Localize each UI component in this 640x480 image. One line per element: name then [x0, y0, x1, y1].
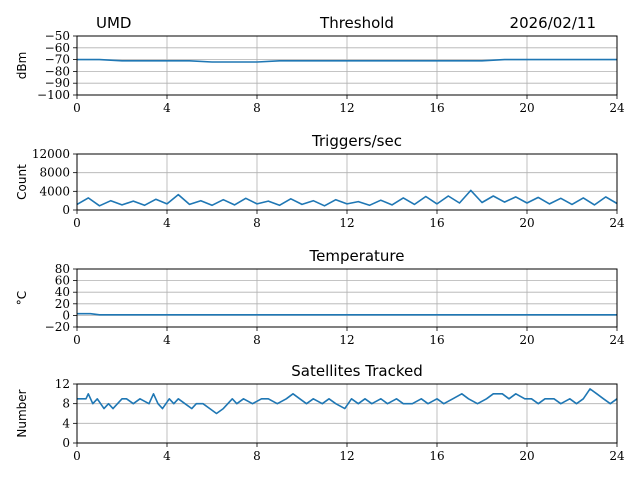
- header-site-label: UMD: [96, 14, 131, 32]
- chart-title: Satellites Tracked: [291, 362, 422, 380]
- y-tick-label: 12: [55, 377, 70, 391]
- series-line-threshold: [77, 58, 617, 63]
- x-tick-label: 4: [163, 216, 171, 230]
- x-tick-label: 0: [73, 216, 81, 230]
- y-tick-label: −90: [45, 76, 70, 90]
- y-tick-label: −80: [45, 64, 70, 78]
- y-axis-label: °C: [15, 291, 29, 305]
- x-tick-label: 12: [339, 333, 354, 347]
- chart-title: Threshold: [319, 14, 394, 32]
- chart-title: Triggers/sec: [311, 132, 402, 150]
- x-tick-label: 8: [253, 449, 261, 463]
- y-axis-label: dBm: [15, 52, 29, 80]
- x-tick-label: 0: [73, 449, 81, 463]
- y-tick-label: 0: [62, 308, 70, 322]
- x-tick-label: 24: [609, 449, 625, 463]
- x-tick-label: 8: [253, 101, 261, 115]
- x-tick-label: 16: [429, 216, 444, 230]
- x-tick-label: 8: [253, 216, 261, 230]
- series-line-satellites: [77, 388, 618, 415]
- x-tick-label: 4: [163, 101, 171, 115]
- series-line-temperature: [77, 312, 617, 316]
- y-axis-label: Count: [15, 164, 29, 200]
- x-tick-label: 24: [609, 216, 625, 230]
- y-tick-label: 80: [55, 262, 70, 276]
- x-tick-label: 4: [163, 333, 171, 347]
- y-tick-label: 4: [62, 416, 70, 430]
- panel-threshold: 0 4 8 12 16 20 24 −50−60−70−80−90−100 dBm Thresho…: [15, 14, 625, 115]
- x-tick-label: 16: [429, 101, 444, 115]
- y-tick-label: 8000: [39, 166, 70, 180]
- y-tick-label: 12000: [32, 147, 70, 161]
- y-tick-label: 60: [55, 274, 70, 288]
- x-tick-label: 12: [339, 449, 354, 463]
- x-tick-label: 16: [429, 333, 444, 347]
- x-tick-label: 24: [609, 333, 625, 347]
- x-tick-label: 20: [519, 333, 534, 347]
- y-tick-label: 0: [62, 436, 70, 450]
- y-tick-label: 40: [55, 285, 70, 299]
- y-tick-label: −60: [45, 41, 70, 55]
- y-tick-label: −70: [45, 53, 70, 67]
- x-tick-label: 24: [609, 101, 625, 115]
- series-line-triggers: [76, 189, 618, 207]
- x-tick-label: 8: [253, 333, 261, 347]
- x-tick-label: 0: [73, 101, 81, 115]
- x-tick-label: 20: [519, 216, 534, 230]
- y-tick-label: 20: [55, 297, 70, 311]
- y-tick-label: 4000: [39, 184, 70, 198]
- y-tick-label: −50: [45, 29, 70, 43]
- panel-satellites: 0 4 8 12 16 20 24 0 4 8 12 Number Satellites Tracked: [15, 362, 625, 463]
- x-tick-label: 20: [519, 449, 534, 463]
- y-tick-label: −20: [45, 320, 70, 334]
- x-tick-label: 0: [73, 333, 81, 347]
- x-tick-label: 12: [339, 216, 354, 230]
- x-tick-label: 12: [339, 101, 354, 115]
- x-tick-label: 4: [163, 449, 171, 463]
- x-tick-label: 16: [429, 449, 444, 463]
- chart-title: Temperature: [308, 247, 404, 265]
- y-axis-label: Number: [15, 389, 29, 437]
- x-tick-label: 20: [519, 101, 534, 115]
- y-tick-label: 8: [62, 397, 70, 411]
- y-tick-label: 0: [62, 203, 70, 217]
- header-date-label: 2026/02/11: [510, 14, 596, 32]
- y-tick-label: −100: [37, 88, 70, 102]
